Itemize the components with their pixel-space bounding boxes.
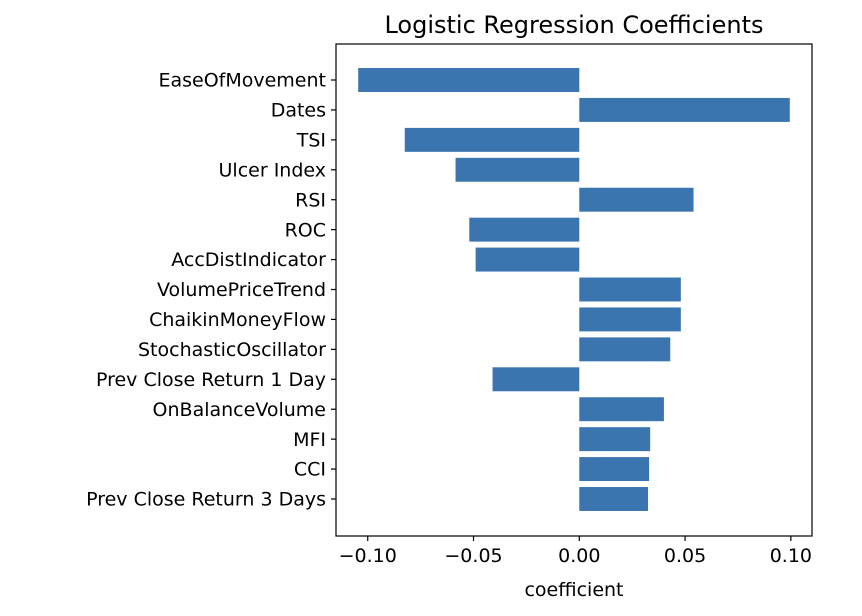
y-tick-label: CCI: [294, 459, 326, 481]
bar: [579, 457, 650, 482]
bar: [475, 247, 580, 272]
bar: [469, 217, 580, 242]
x-axis-label: coefficient: [524, 579, 623, 601]
bar: [358, 68, 580, 92]
bar: [404, 127, 580, 152]
bar: [579, 97, 790, 122]
x-tick-label: −0.10: [339, 545, 397, 567]
y-tick-label: Prev Close Return 3 Days: [86, 489, 326, 511]
bar: [579, 277, 681, 302]
x-tick-label: 0.05: [664, 545, 706, 567]
bars-group: [358, 68, 790, 511]
bar: [579, 307, 681, 332]
y-tick-label: Dates: [271, 100, 326, 122]
x-axis-ticks: −0.10 −0.05 0.00 0.05 0.10: [339, 536, 812, 567]
x-tick-label: 0.10: [770, 545, 812, 567]
bar: [579, 187, 694, 212]
x-tick-label: 0.00: [558, 545, 600, 567]
y-tick-label: VolumePriceTrend: [157, 279, 326, 301]
y-tick-label: ChaikinMoneyFlow: [149, 309, 326, 331]
y-tick-label: AccDistIndicator: [171, 249, 326, 271]
y-tick-label: EaseOfMovement: [158, 70, 326, 92]
y-tick-label: RSI: [295, 189, 326, 211]
y-tick-label: Ulcer Index: [219, 159, 326, 181]
y-tick-label: StochasticOscillator: [138, 339, 326, 361]
y-tick-label: ROC: [285, 219, 326, 241]
y-tick-label: MFI: [293, 429, 326, 451]
y-tick-label: Prev Close Return 1 Day: [96, 369, 326, 391]
y-axis-ticks: EaseOfMovement Dates TSI Ulcer Index RSI ROC A…: [86, 70, 336, 511]
x-tick-label: −0.05: [444, 545, 502, 567]
bar: [579, 337, 671, 362]
bar: [492, 367, 580, 392]
bar: [455, 157, 580, 182]
bar: [579, 487, 649, 511]
y-tick-label: TSI: [296, 130, 326, 152]
bar: [579, 397, 664, 422]
bar: [579, 427, 651, 452]
chart-title: Logistic Regression Coefficients: [384, 11, 763, 39]
y-tick-label: OnBalanceVolume: [153, 399, 326, 421]
